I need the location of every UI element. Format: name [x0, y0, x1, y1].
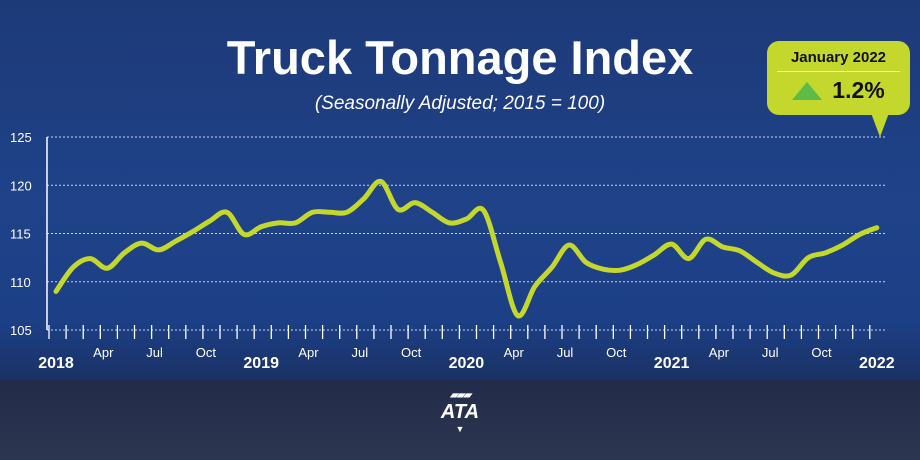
logo-text: ATA	[440, 401, 480, 423]
callout-month: January 2022	[790, 49, 887, 66]
x-month-label: Oct	[401, 345, 422, 360]
ata-logo: ▰▰▰ ATA ▼	[440, 390, 480, 434]
x-month-label: Oct	[196, 345, 217, 360]
x-month-label: Apr	[298, 345, 319, 360]
y-tick-label: 105	[10, 323, 32, 338]
x-year-label: 2021	[654, 355, 690, 372]
callout-pointer	[871, 113, 889, 137]
series-line-truck-tonnage	[53, 178, 880, 319]
y-tick-label: 115	[10, 227, 31, 242]
callout-divider	[777, 71, 900, 72]
x-month-label: Oct	[606, 345, 627, 360]
y-tick-label: 110	[10, 275, 31, 290]
x-month-label: Jul	[351, 345, 368, 360]
x-month-label: Apr	[93, 345, 114, 360]
road-background	[0, 380, 920, 460]
x-month-label: Jul	[762, 345, 779, 360]
chart-subtitle: (Seasonally Adjusted; 2015 = 100)	[314, 93, 606, 114]
x-month-label: Apr	[504, 345, 525, 360]
x-year-label: 2022	[859, 355, 895, 372]
up-triangle-icon	[792, 81, 823, 100]
latest-value-callout: January 2022 1.2%	[767, 41, 910, 115]
x-year-label: 2018	[38, 355, 74, 372]
x-year-label: 2019	[243, 355, 279, 372]
y-tick-label: 125	[10, 130, 32, 145]
y-tick-label: 120	[10, 178, 32, 193]
chart-title: Truck Tonnage Index	[226, 31, 694, 84]
x-month-label: Oct	[811, 345, 832, 360]
x-month-label: Jul	[146, 345, 163, 360]
x-year-label: 2020	[449, 355, 485, 372]
callout-change: 1.2%	[832, 77, 885, 103]
x-month-label: Jul	[557, 345, 574, 360]
x-month-label: Apr	[709, 345, 730, 360]
